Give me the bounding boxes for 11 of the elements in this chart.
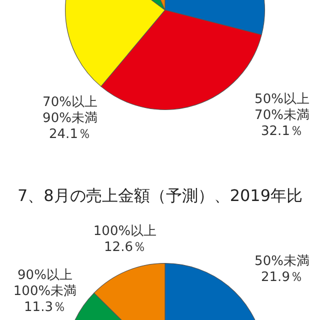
data-label: 11.3％ <box>24 300 66 315</box>
chart-title: 7、8月の売上金額（予測）、2019年比 <box>16 186 304 207</box>
data-label: 21.9％ <box>261 270 303 285</box>
slice-label: 50%未満 <box>254 254 310 269</box>
data-label: 12.6％ <box>104 240 146 255</box>
slice-label: 50%以上 70%未満 <box>254 92 310 123</box>
slice-label: 100%以上 <box>93 224 157 239</box>
data-label: 32.1％ <box>261 124 303 139</box>
slice-label: 90%以上 100%未満 <box>13 268 77 299</box>
data-label: 24.1％ <box>49 127 91 142</box>
slice-label: 70%以上 90%未満 <box>42 95 98 126</box>
